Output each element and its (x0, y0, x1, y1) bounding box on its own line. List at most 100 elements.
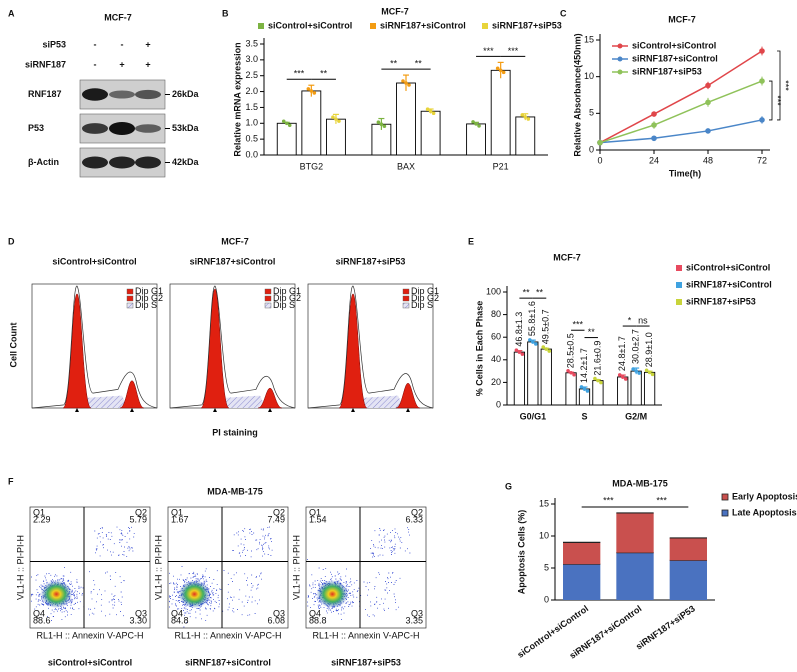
legend-label: siRNF187+siControl (632, 53, 718, 63)
panel-letter: E (468, 236, 474, 246)
replicate-dot (431, 111, 436, 116)
x-axis-label: Time(h) (669, 168, 701, 178)
histogram-frame (307, 283, 434, 409)
legend-label: Dip G2 (411, 293, 439, 303)
replicate-dot (404, 81, 408, 85)
replicate-dot (498, 68, 503, 73)
significance-label: ns (638, 315, 648, 325)
condition-sign: + (145, 59, 150, 69)
replicate-dot (534, 342, 538, 346)
y-tick-label: 5 (544, 562, 549, 572)
x-tick-label: P21 (493, 161, 509, 171)
replicate-dot (579, 385, 584, 389)
legend-marker (617, 69, 623, 75)
replicate-dot (523, 115, 528, 119)
bar (276, 122, 297, 156)
legend-label: Dip G1 (135, 286, 163, 296)
quadrant-value: 88.8 (309, 615, 327, 625)
replicate-dot (566, 368, 570, 373)
blot-band (109, 90, 135, 99)
x-tick-label: 48 (703, 155, 713, 165)
density-core (40, 580, 73, 609)
legend-swatch (721, 509, 729, 517)
y-axis-label: Apoptosis Cells (%) (516, 510, 526, 595)
value-label: 14.2±1.7 (579, 348, 589, 383)
series-line (599, 119, 763, 144)
x-tick-label: BTG2 (300, 161, 324, 171)
bar (513, 351, 526, 406)
replicate-dot (544, 347, 549, 351)
replicate-dot (407, 83, 411, 87)
panel-title: MCF-7 (221, 236, 249, 246)
y-tick-label: 60 (491, 332, 501, 342)
value-label: 30.0±2.7 (631, 329, 641, 364)
replicate-dot (471, 120, 475, 124)
replicate-dot (631, 367, 635, 371)
point (705, 82, 711, 89)
quadrant-value: 84.8 (171, 615, 189, 625)
point (597, 139, 603, 146)
legend-label: siRNF187+siP53 (686, 296, 756, 306)
quadrant-label: Q3 (411, 608, 423, 618)
quadrant-value: 5.79 (129, 514, 147, 524)
bar-segment (563, 542, 601, 565)
legend-label: Late Apoptosis (732, 507, 797, 517)
y-tick-label: 15 (584, 34, 594, 44)
bar (466, 123, 486, 156)
replicate-dot (376, 120, 381, 125)
y-axis-label: VL1-H :: PI-PI-H (153, 535, 163, 600)
quadrant-value: 1.54 (309, 514, 327, 524)
replicate-dot (531, 340, 535, 344)
x-tick-label: 72 (757, 155, 767, 165)
value-label: 21.6±0.9 (592, 341, 602, 376)
y-axis-label: VL1-H :: PI-PI-H (15, 535, 25, 600)
legend-swatch (676, 282, 682, 288)
condition-sign: + (119, 59, 124, 69)
value-label: 49.5±0.7 (541, 309, 551, 344)
y-axis-label: Relative mRNA expression (232, 42, 242, 156)
y-tick-label: 3.5 (245, 38, 258, 48)
panel-letter: G (505, 481, 512, 491)
x-axis-label: RL1-H :: Annexin V-APC-H (312, 630, 419, 640)
bar (396, 82, 416, 156)
x-axis-label: RL1-H :: Annexin V-APC-H (36, 630, 143, 640)
bar (565, 372, 577, 406)
replicate-dot (401, 79, 405, 83)
replicate-dot (650, 372, 655, 377)
bar (540, 348, 552, 406)
x-tick-label: siRNF187+siP53 (634, 603, 697, 651)
chart-title: MDA-MB-175 (612, 478, 668, 488)
replicate-dot (585, 389, 590, 393)
y-axis-label: VL1-H :: PI-PI-H (291, 535, 301, 600)
quadrant-label: Q3 (135, 608, 147, 618)
quadrant-label: Q1 (171, 507, 183, 517)
legend-swatch (402, 295, 410, 302)
legend-swatch (126, 295, 134, 302)
marker (130, 408, 134, 412)
y-tick-label: 40 (491, 354, 501, 364)
panel-title: MDA-MB-175 (207, 486, 263, 496)
chart-title: MCF-7 (381, 6, 409, 16)
point (759, 117, 765, 123)
significance-label: *** (603, 495, 614, 505)
legend-swatch (264, 302, 272, 309)
bar-segment (563, 564, 601, 600)
value-label: 46.8±1.3 (514, 312, 524, 347)
replicate-dot (382, 124, 387, 129)
significance-label: ** (390, 58, 398, 68)
significance-label: *** (294, 69, 305, 79)
legend-label: Early Apoptosis (732, 491, 797, 501)
y-tick-label: 3.0 (245, 54, 258, 64)
legend-label: siRNF187+siControl (686, 279, 772, 289)
value-label: 28.9±1.0 (644, 332, 654, 367)
point (651, 135, 657, 142)
condition-sign: - (94, 59, 97, 69)
quadrant-value: 2.29 (33, 514, 51, 524)
y-tick-label: 0 (589, 144, 594, 154)
dip-g2 (395, 382, 421, 409)
significance-label: *** (773, 95, 783, 106)
bar (643, 371, 656, 406)
x-tick-label: G0/G1 (520, 411, 547, 421)
replicate-dot (287, 123, 292, 128)
